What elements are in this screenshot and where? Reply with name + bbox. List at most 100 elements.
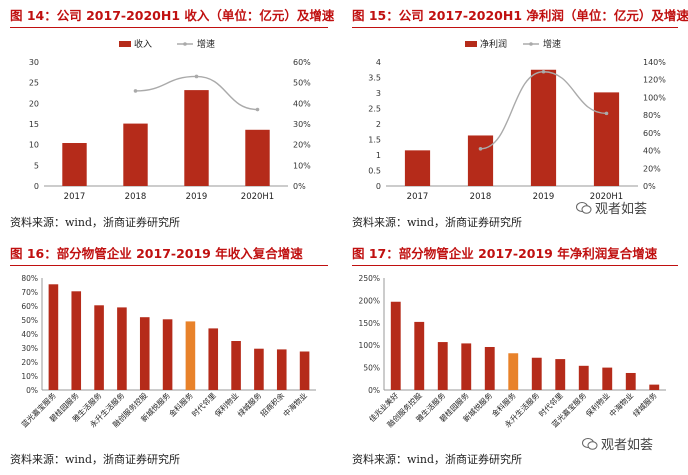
legend-label: 收入: [134, 38, 152, 50]
y-tick-label: 3.5: [368, 74, 381, 83]
y2-tick-label: 0%: [643, 182, 656, 191]
y2-tick-label: 30%: [293, 120, 311, 129]
y2-tick-label: 120%: [643, 76, 666, 85]
legend-label: 增速: [197, 38, 215, 50]
bar: [299, 351, 310, 390]
x-tick-label: 2018: [125, 192, 147, 202]
wechat-icon: [582, 437, 598, 450]
y-tick-label: 10%: [21, 372, 38, 381]
bar: [461, 343, 472, 390]
bar: [602, 367, 613, 390]
y-tick-label: 30%: [21, 344, 38, 353]
y2-tick-label: 60%: [643, 129, 661, 138]
y-tick-label: 0.5: [368, 167, 381, 176]
chart-profit-cagr: 0%50%100%150%200%250%佳兆业美好融创服务控股雅生活服务碧桂园…: [359, 274, 666, 429]
legend-marker: [183, 42, 187, 46]
y-tick-label: 1: [376, 151, 381, 160]
growth-point: [604, 111, 609, 116]
title-rule: [10, 27, 328, 28]
bar: [94, 305, 104, 390]
wechat-icon: [576, 201, 592, 214]
y-tick-label: 100%: [359, 341, 380, 350]
chart-revenue-cagr: 0%10%20%30%40%50%60%70%80%蓝光嘉宝服务碧桂园服务雅生活…: [19, 274, 316, 429]
title-rule: [10, 265, 328, 266]
panel-title: 图 15：公司 2017-2020H1 净利润（单位：亿元）及增速: [352, 8, 688, 23]
bar: [123, 123, 148, 186]
y-tick-label: 4: [376, 58, 381, 67]
y-tick-label: 200%: [359, 296, 380, 305]
legend-swatch-bar: [465, 41, 477, 47]
panel-17: 图 17：部分物管企业 2017-2019 年净利润复合增速 0% 50% 100%…: [352, 244, 678, 470]
growth-point: [478, 147, 483, 151]
y-tick-label: 20%: [21, 358, 38, 367]
y-tick-label: 2.5: [368, 105, 381, 114]
y2-tick-label: 80%: [643, 111, 661, 120]
x-tick-label: 保利物业: [583, 390, 612, 419]
panel-16: 图 16：部分物管企业 2017-2019 年收入复合增速 0% 10% 20% 30…: [10, 244, 328, 470]
legend-label: 增速: [543, 38, 561, 50]
bar: [437, 342, 448, 390]
y-tick-label: 3: [376, 89, 381, 98]
y-tick-label: 20: [29, 99, 39, 108]
y-tick-label: 40%: [21, 330, 38, 339]
y-tick-label: 0%: [26, 386, 38, 395]
watermark-bottom: 观者如荟: [582, 434, 653, 453]
growth-point: [541, 69, 546, 74]
bar: [593, 92, 620, 186]
y2-tick-label: 40%: [643, 147, 661, 156]
bar: [467, 135, 494, 186]
y2-tick-label: 140%: [643, 58, 666, 67]
y2-tick-label: 50%: [293, 79, 311, 88]
panel-title: 图 17：部分物管企业 2017-2019 年净利润复合增速: [352, 246, 658, 261]
x-tick-label: 中海物业: [607, 390, 636, 419]
source-note: 资料来源：wind，浙商证券研究所: [352, 216, 523, 229]
y-tick-label: 25: [29, 79, 39, 88]
title-rule: [352, 265, 678, 266]
y-tick-label: 0%: [368, 386, 380, 395]
bar: [71, 291, 82, 390]
y-tick-label: 2: [376, 120, 381, 129]
watermark: 观者如荟: [576, 198, 647, 217]
y2-tick-label: 20%: [643, 164, 661, 173]
chart-net-profit: 净利润 增速00.511.522.533.540%20%40%60%80%100%…: [368, 38, 666, 202]
y-tick-label: 1.5: [368, 136, 381, 145]
y-tick-label: 0: [376, 182, 381, 191]
y-tick-label: 0: [34, 182, 39, 191]
watermark-text: 观者如荟: [595, 202, 648, 217]
y-tick-label: 150%: [359, 319, 380, 328]
panel-15: 图 15：公司 2017-2020H1 净利润（单位：亿元）及增速 净利润 增速 0…: [352, 6, 688, 230]
bar: [625, 372, 636, 390]
bar: [117, 307, 127, 390]
bar: [231, 341, 241, 390]
y-tick-label: 5: [34, 161, 39, 170]
x-tick-label: 2019: [186, 192, 208, 202]
legend-swatch-bar: [119, 41, 131, 47]
legend-marker: [529, 42, 533, 46]
y2-tick-label: 40%: [293, 99, 311, 108]
panel-14: 图 14：公司 2017-2020H1 收入（单位：亿元）及增速 收入 增速 0 5 1…: [10, 6, 334, 230]
bar: [578, 365, 589, 390]
source-note: 资料来源：wind，浙商证券研究所: [352, 453, 523, 466]
x-tick-label: 2018: [470, 192, 492, 202]
bar: [508, 353, 519, 390]
bar: [555, 359, 566, 390]
legend-label: 净利润: [480, 38, 507, 50]
y-tick-label: 15: [29, 120, 39, 129]
growth-point: [194, 74, 199, 79]
bar: [531, 357, 542, 390]
bar: [530, 69, 557, 186]
x-tick-label: 2019: [533, 192, 555, 202]
panel-title: 图 14：公司 2017-2020H1 收入（单位：亿元）及增速: [10, 8, 335, 23]
bar: [484, 346, 495, 390]
source-note: 资料来源：wind，浙商证券研究所: [10, 216, 181, 229]
bar: [245, 129, 270, 186]
y2-tick-label: 100%: [643, 93, 666, 102]
y-tick-label: 60%: [21, 302, 38, 311]
x-tick-label: 2017: [64, 192, 86, 202]
bar: [208, 328, 219, 390]
y-tick-label: 10: [29, 141, 39, 150]
y-tick-label: 50%: [21, 316, 38, 325]
x-tick-label: 2020H1: [241, 192, 274, 202]
growth-point: [133, 89, 138, 93]
bar: [139, 317, 150, 390]
